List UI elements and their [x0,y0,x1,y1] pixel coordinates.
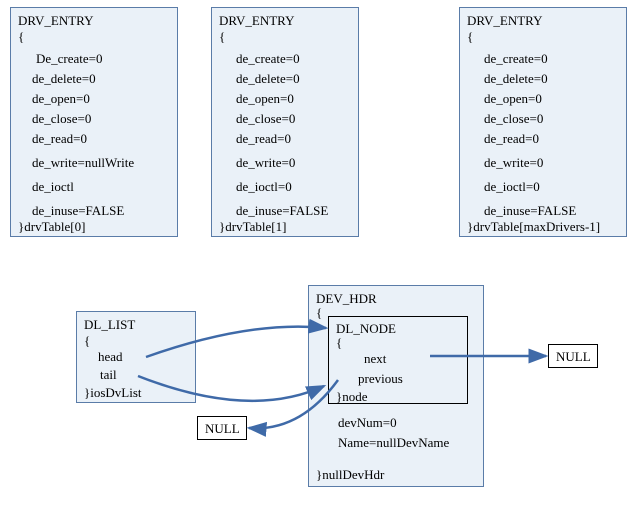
dev-hdr-title: DEV_HDR [316,292,377,305]
drv1-f7: de_inuse=FALSE [236,204,328,217]
drv1-f6: de_ioctl=0 [236,180,292,193]
drv1-brace: { [219,30,225,43]
drv0-f5: de_write=nullWrite [32,156,134,169]
drv1-f2: de_open=0 [236,92,294,105]
drv0-brace: { [18,30,24,43]
dl-list-title: DL_LIST [84,318,135,331]
drvN-f3: de_close=0 [484,112,543,125]
drvN-f4: de_read=0 [484,132,539,145]
dl-list-head: head [98,350,123,363]
drvN-close: }drvTable[maxDrivers-1] [467,220,600,233]
dev-hdr-devnum: devNum=0 [338,416,397,429]
drv1-f4: de_read=0 [236,132,291,145]
drv0-title: DRV_ENTRY [18,14,94,27]
dl-node-next: next [364,352,386,365]
dl-list-brace: { [84,334,90,347]
drv0-close: }drvTable[0] [18,220,85,233]
drv0-f6: de_ioctl [32,180,74,193]
dev-hdr-close: }nullDevHdr [316,468,384,481]
drvN-title: DRV_ENTRY [467,14,543,27]
drv0-f3: de_close=0 [32,112,91,125]
dl-node-prev: previous [358,372,403,385]
drv1-f5: de_write=0 [236,156,295,169]
dl-list-close: }iosDvList [84,386,142,399]
dl-node-close: }node [336,390,368,403]
drv0-f7: de_inuse=FALSE [32,204,124,217]
drv1-title: DRV_ENTRY [219,14,295,27]
drvN-f0: de_create=0 [484,52,548,65]
dev-hdr-name: Name=nullDevName [338,436,449,449]
drvN-brace: { [467,30,473,43]
null-right-text: NULL [556,350,591,363]
drvN-f5: de_write=0 [484,156,543,169]
drv1-f0: de_create=0 [236,52,300,65]
drv1-close: }drvTable[1] [219,220,286,233]
dl-node-title: DL_NODE [336,322,396,335]
drvN-f2: de_open=0 [484,92,542,105]
drv0-f2: de_open=0 [32,92,90,105]
null-left-text: NULL [205,422,240,435]
drvN-f6: de_ioctl=0 [484,180,540,193]
dl-list-tail: tail [100,368,117,381]
drvN-f1: de_delete=0 [484,72,548,85]
dev-hdr-brace: { [316,306,322,319]
drvN-f7: de_inuse=FALSE [484,204,576,217]
drv1-f3: de_close=0 [236,112,295,125]
drv0-f4: de_read=0 [32,132,87,145]
drv1-f1: de_delete=0 [236,72,300,85]
dl-node-open: { [336,336,342,349]
drv0-f0: De_create=0 [36,52,103,65]
drv0-f1: de_delete=0 [32,72,96,85]
